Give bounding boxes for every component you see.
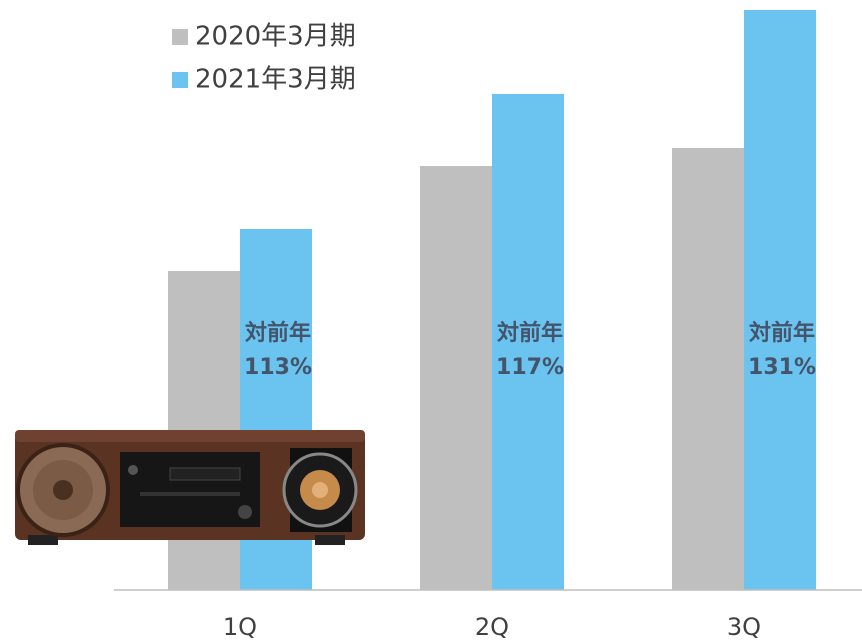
annotation: 対前年 bbox=[245, 320, 311, 346]
annotation: 117% bbox=[496, 355, 564, 380]
product-image bbox=[15, 430, 365, 545]
x-tick-label: 1Q bbox=[223, 613, 257, 641]
x-tick-label: 2Q bbox=[475, 613, 509, 641]
bar bbox=[492, 94, 564, 590]
bar bbox=[420, 166, 492, 590]
bar bbox=[672, 148, 744, 590]
annotation: 対前年 bbox=[497, 320, 563, 346]
annotation: 113% bbox=[244, 355, 312, 380]
legend-label: 2020年3月期 bbox=[195, 22, 356, 52]
annotation: 131% bbox=[748, 355, 816, 380]
legend-swatch bbox=[172, 72, 188, 88]
legend-swatch bbox=[172, 29, 188, 45]
legend-label: 2021年3月期 bbox=[195, 65, 356, 95]
plot-area bbox=[168, 10, 816, 590]
bar bbox=[744, 10, 816, 590]
annotation: 対前年 bbox=[749, 320, 815, 346]
x-tick-label: 3Q bbox=[727, 613, 761, 641]
